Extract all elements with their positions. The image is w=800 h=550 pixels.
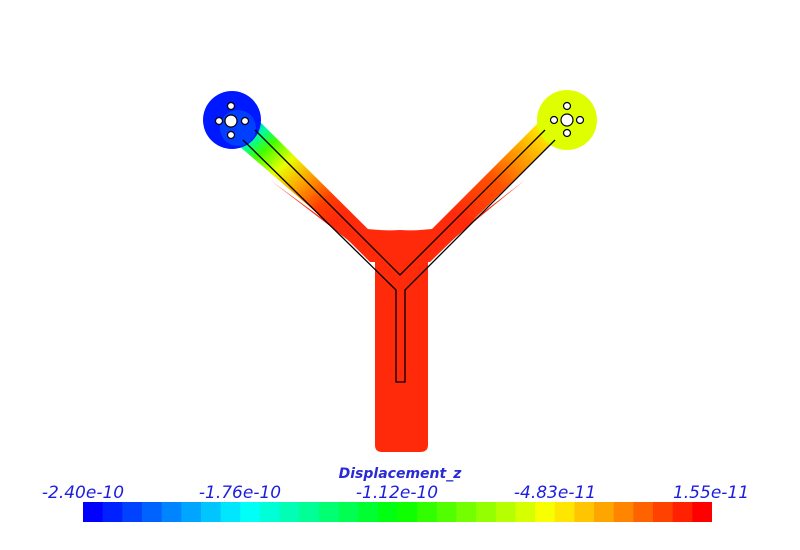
legend-title: Displacement_z [338, 466, 462, 482]
center-body [270, 180, 525, 452]
right-hub-holes [549, 101, 585, 138]
legend-tick-1: -1.76e-10 [198, 483, 282, 503]
color-bar-band [653, 502, 674, 522]
legend-tick-3: -4.83e-11 [513, 483, 597, 503]
color-bar-band [122, 502, 143, 522]
color-bar-band [83, 502, 104, 522]
right-arm [416, 110, 568, 262]
color-bar-band [574, 502, 595, 522]
legend-tick-4: 1.55e-11 [672, 483, 750, 503]
left-hub-holes [214, 101, 250, 140]
color-bar-band [554, 502, 576, 522]
color-bar-band [338, 502, 359, 522]
color-bar-band [417, 502, 438, 522]
legend-tick-0: -2.40e-10 [41, 483, 125, 503]
color-bar-band [102, 502, 123, 522]
color-bar-band [299, 502, 320, 522]
color-bar-band [692, 502, 712, 522]
color-bar-band [259, 502, 281, 522]
color-bar-band [495, 502, 517, 522]
color-bar-band [377, 502, 399, 522]
color-bar-band [358, 502, 379, 522]
color-bar-band [220, 502, 241, 522]
color-bar-band [240, 502, 261, 522]
color-bar-band [279, 502, 300, 522]
color-bar-band [181, 502, 202, 522]
color-bar-band [318, 502, 340, 522]
color-bar-band [535, 502, 556, 522]
left-hub-shade [220, 110, 256, 146]
color-bar [83, 502, 712, 522]
inner-channel [242, 129, 556, 383]
color-bar-band [515, 502, 536, 522]
color-bar-band [594, 502, 615, 522]
color-bar-band [161, 502, 182, 522]
color-bar-band [633, 502, 654, 522]
color-bar-band [200, 502, 222, 522]
color-bar-band [456, 502, 477, 522]
color-bar-band [613, 502, 634, 522]
color-bar-band [397, 502, 418, 522]
color-bar-band [476, 502, 497, 522]
left-arm [232, 110, 384, 262]
color-bar-band [436, 502, 458, 522]
color-bar-band [672, 502, 693, 522]
color-bar-band [141, 502, 163, 522]
center-body-core [330, 222, 468, 262]
legend-tick-2: -1.12e-10 [355, 483, 439, 503]
